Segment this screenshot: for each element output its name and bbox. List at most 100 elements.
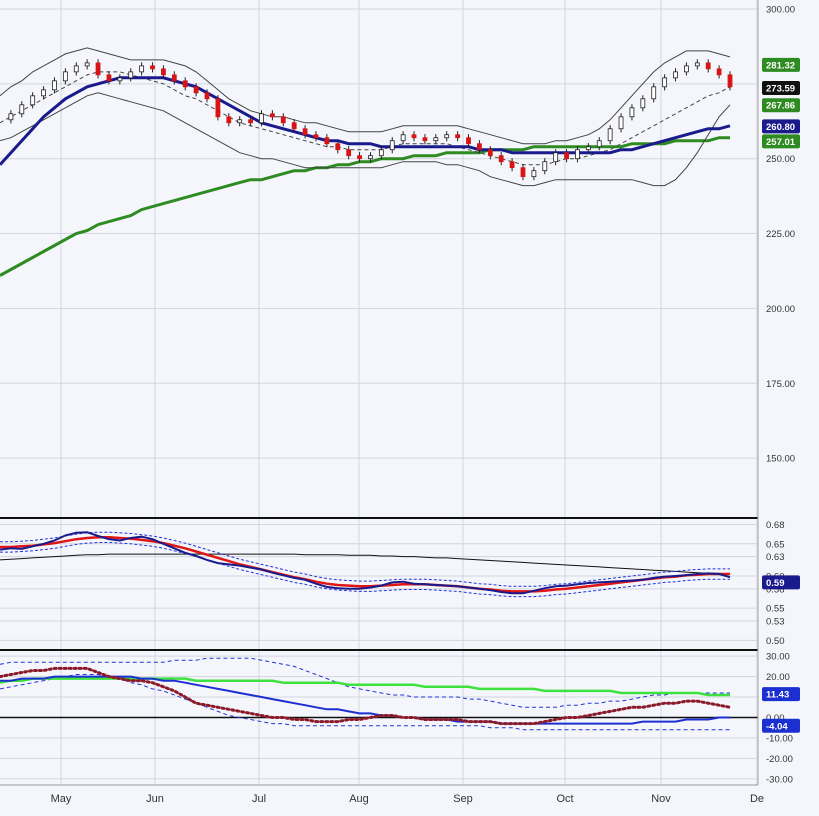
osc-tag-1-box	[762, 718, 800, 733]
candle-body-6	[62, 71, 68, 82]
month-label-0: May	[51, 793, 72, 805]
sma200-line	[0, 136, 730, 277]
osc-dotted-line	[0, 666, 732, 726]
candle-body-13	[139, 65, 145, 73]
candle-body-54	[585, 146, 591, 151]
candle-body-60	[651, 86, 657, 100]
bollinger-lower-line	[0, 92, 731, 187]
candle-body-33	[357, 155, 362, 160]
candle-body-37	[400, 134, 406, 142]
candle-body-59	[640, 98, 646, 109]
candle-body-30	[324, 137, 330, 145]
candle-body-55	[596, 140, 602, 148]
price-tag-4-box	[762, 134, 800, 149]
ratio-tick-7-label: 0.50	[766, 636, 785, 647]
candle-body-48	[520, 167, 526, 178]
price-tag-0-label: 281.32	[766, 60, 795, 71]
ratio-tag-box	[762, 575, 800, 590]
price-tag-4-label: 257.01	[766, 137, 796, 148]
price-tag-2-box	[762, 98, 800, 113]
candle-body-50	[542, 161, 548, 172]
osc-tag-0-label: 11.43	[766, 690, 789, 701]
price-tick-2-label: 250.00	[766, 154, 795, 165]
price-tag-1-label: 273.59	[766, 84, 795, 95]
candle-body-9	[95, 62, 101, 76]
month-label-5: Oct	[556, 793, 573, 805]
candle-body-66	[716, 68, 722, 76]
candle-body-63	[684, 65, 689, 73]
candle-body-41	[444, 134, 450, 139]
ratio-long-ma-line	[0, 553, 731, 575]
candle-body-19	[204, 92, 210, 100]
candle-body-23	[248, 119, 253, 124]
candle-body-67	[727, 74, 733, 88]
month-label-2: Jul	[252, 793, 266, 805]
osc-tick-0-label: 30.00	[766, 652, 790, 663]
plot-area	[0, 0, 758, 785]
candle-body-43	[466, 137, 471, 145]
candle-body-24	[259, 113, 264, 124]
candle-body-17	[182, 80, 188, 88]
price-tag-2-label: 267.86	[766, 101, 795, 112]
osc-blue-line	[0, 675, 730, 725]
candle-body-62	[673, 71, 678, 79]
candle-body-51	[553, 152, 559, 163]
candle-body-58	[629, 107, 635, 118]
price-tick-0-label: 300.00	[766, 4, 795, 15]
ratio-line	[0, 531, 731, 595]
candle-body-4	[41, 89, 46, 97]
candle-body-52	[564, 152, 569, 160]
osc-tick-1-label: 20.00	[766, 672, 790, 683]
candle-body-61	[662, 77, 668, 88]
bollinger-middle-line	[0, 71, 731, 166]
osc-tag-1-label: -4.04	[766, 721, 788, 732]
osc-band-lower	[0, 674, 730, 731]
ratio-tick-2-label: 0.63	[766, 552, 785, 563]
candle-body-38	[411, 134, 417, 139]
ratio-tick-4-label: 0.58	[766, 584, 785, 595]
price-tag-3-box	[762, 119, 800, 134]
ratio-tick-6-label: 0.53	[766, 617, 785, 628]
candle-body-2	[19, 104, 25, 115]
month-label-1: Jun	[146, 793, 164, 805]
candle-body-31	[335, 143, 341, 151]
price-tag-0-box	[762, 57, 800, 72]
candle-body-39	[422, 137, 428, 142]
bollinger-upper-line	[0, 47, 731, 145]
osc-tick-3-label: 0.00	[766, 713, 785, 724]
osc-band-upper	[0, 657, 730, 708]
candle-body-22	[237, 119, 243, 124]
price-tag-1-box	[762, 81, 800, 96]
candle-body-10	[106, 74, 112, 82]
candle-body-7	[73, 65, 79, 73]
candle-body-18	[193, 86, 199, 94]
osc-tag-0-box	[762, 687, 800, 702]
ratio-band-upper	[0, 531, 730, 587]
candle-body-27	[291, 122, 297, 130]
candle-body-45	[487, 149, 493, 157]
candle-body-15	[161, 68, 166, 76]
price-tick-6-label: 150.00	[766, 454, 795, 465]
price-tag-3-label: 260.80	[766, 122, 795, 133]
ratio-tag-label: 0.59	[766, 578, 785, 589]
ratio-band-lower	[0, 542, 730, 598]
candle-body-3	[30, 95, 36, 106]
candle-body-34	[368, 155, 373, 160]
candle-body-35	[378, 149, 384, 157]
price-tick-5-label: 175.00	[766, 379, 795, 390]
candle-body-20	[215, 98, 221, 118]
candle-body-32	[346, 149, 352, 157]
ratio-tick-1-label: 0.65	[766, 539, 785, 550]
candle-body-14	[150, 65, 155, 70]
candle-body-49	[531, 170, 537, 178]
candle-body-11	[117, 77, 123, 82]
month-label-7: De	[750, 793, 764, 805]
candle-body-5	[52, 80, 57, 91]
candle-body-42	[455, 134, 461, 139]
candle-body-64	[694, 62, 700, 67]
candle-body-12	[128, 71, 134, 79]
ratio-tick-5-label: 0.55	[766, 604, 785, 615]
candle-body-8	[84, 62, 90, 67]
